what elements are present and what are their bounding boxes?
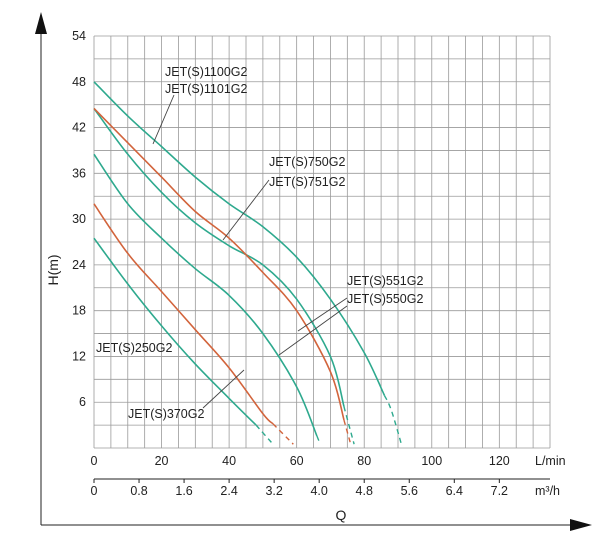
y-tick-label: 6 <box>79 395 86 409</box>
x-tick-label-lpm: 100 <box>421 454 442 468</box>
x-tick-label-m3h: 5.6 <box>401 484 418 498</box>
x-tick-label-lpm: 60 <box>290 454 304 468</box>
series-line-dashed <box>343 419 352 445</box>
series-line <box>93 237 257 426</box>
series-label: JET(S)250G2 <box>96 341 172 355</box>
series-line-dashed <box>316 435 321 445</box>
leader-line <box>297 297 348 332</box>
y-axis-title: H(m) <box>45 254 61 285</box>
grid <box>93 35 551 449</box>
series-line-dashed <box>383 395 403 445</box>
series-line <box>93 203 274 425</box>
y-tick-label: 12 <box>72 349 86 363</box>
x-unit-m3h: m³/h <box>535 484 560 498</box>
x-tick-label-lpm: 0 <box>91 454 98 468</box>
y-axis-arrow-icon <box>35 12 47 34</box>
leader-line <box>278 305 348 356</box>
leader-line <box>222 179 270 241</box>
series-label: JET(S)1101G2 <box>165 82 247 96</box>
x-unit-lpm: L/min <box>535 454 566 468</box>
leader-line <box>202 369 245 409</box>
series-line-dashed <box>272 423 294 445</box>
x-tick-label-m3h: 1.6 <box>175 484 192 498</box>
x-tick-label-lpm: 120 <box>489 454 510 468</box>
series-line <box>93 81 386 396</box>
leader-line <box>152 94 175 145</box>
labels: JET(S)1100G2 JET(S)1101G2 JET(S)750G2 JET(S… <box>96 65 423 421</box>
leader-lines <box>152 94 348 409</box>
x-tick-label-lpm: 40 <box>222 454 236 468</box>
x-tick-label-m3h: 4.0 <box>310 484 327 498</box>
series-line-dashed <box>343 406 355 445</box>
series-lines <box>93 81 403 445</box>
x-tick-label-m3h: 6.4 <box>446 484 463 498</box>
y-tick-label: 18 <box>72 304 86 318</box>
series-label: JET(S)550G2 <box>347 292 423 306</box>
x-tick-label-m3h: 3.2 <box>265 484 282 498</box>
x-axis-arrow-icon <box>570 519 592 531</box>
series-label: JET(S)551G2 <box>347 274 423 288</box>
series-line <box>93 153 318 437</box>
x-tick-label-m3h: 4.8 <box>356 484 373 498</box>
x-tick-label-m3h: 2.4 <box>220 484 237 498</box>
y-tick-label: 54 <box>72 29 86 43</box>
x-tick-label-m3h: 0.8 <box>130 484 147 498</box>
y-tick-label: 24 <box>72 258 86 272</box>
series-line <box>93 107 345 421</box>
y-tick-label: 30 <box>72 212 86 226</box>
y-tick-label: 42 <box>72 121 86 135</box>
y-tick-label: 48 <box>72 75 86 89</box>
series-line-dashed <box>255 424 274 445</box>
x-tick-label-m3h: 7.2 <box>491 484 508 498</box>
x-tick-label-lpm: 80 <box>357 454 371 468</box>
series-label: JET(S)750G2 <box>269 155 345 169</box>
series-label: JET(S)1100G2 <box>165 65 247 79</box>
axes: 6 12 18 24 30 36 42 48 54 H(m) 0 20 40 60 80 100 120 L/mi… <box>35 12 592 531</box>
x-tick-label-lpm: 20 <box>155 454 169 468</box>
series-line <box>93 108 345 407</box>
x-axis-title: Q <box>336 507 347 523</box>
y-tick-label: 36 <box>72 166 86 180</box>
series-label: JET(S)751G2 <box>269 175 345 189</box>
x-tick-label-m3h: 0 <box>91 484 98 498</box>
series-label: JET(S)370G2 <box>128 407 204 421</box>
